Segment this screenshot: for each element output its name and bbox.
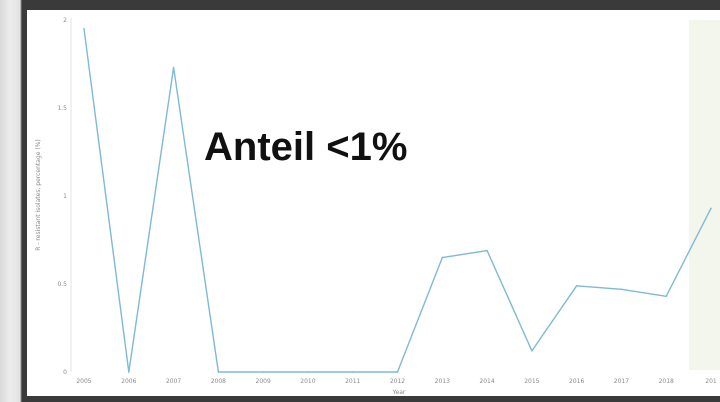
x-tick-label: 201 bbox=[705, 378, 717, 385]
overlay-annotation: Anteil <1% bbox=[204, 125, 407, 169]
data-point bbox=[575, 284, 578, 287]
x-tick-label: 2007 bbox=[166, 378, 181, 385]
series-points bbox=[83, 28, 712, 373]
data-point bbox=[83, 28, 85, 30]
data-point bbox=[307, 371, 309, 373]
data-point bbox=[217, 371, 220, 373]
data-point bbox=[127, 371, 130, 373]
data-point bbox=[665, 295, 668, 298]
data-point bbox=[351, 371, 354, 373]
x-tick-label: 2014 bbox=[479, 378, 494, 385]
x-tick-label: 2005 bbox=[76, 378, 91, 385]
highlight-region bbox=[689, 20, 720, 370]
data-point bbox=[441, 256, 444, 259]
data-point bbox=[620, 288, 623, 291]
x-tick-label: 2018 bbox=[659, 378, 674, 385]
chart-panel: 0 0.5 1 1.5 2 2005 2006 2007 2008 2009 2010 2011 20… bbox=[27, 10, 720, 396]
y-tick-label: 1 bbox=[63, 193, 67, 200]
x-tick-label: 2017 bbox=[614, 378, 629, 385]
x-ticks: 2005 2006 2007 2008 2009 2010 2011 2012 2013 2014… bbox=[76, 378, 717, 385]
data-point bbox=[396, 371, 399, 373]
x-tick-label: 2016 bbox=[569, 378, 584, 385]
x-tick-label: 2010 bbox=[300, 378, 315, 385]
x-tick-label: 2012 bbox=[390, 378, 405, 385]
data-point bbox=[710, 207, 712, 210]
y-tick-label: 0.5 bbox=[57, 281, 67, 288]
y-tick-label: 2 bbox=[63, 17, 67, 24]
x-tick-label: 2015 bbox=[524, 378, 539, 385]
series-line bbox=[83, 28, 712, 373]
x-tick-label: 2013 bbox=[435, 378, 450, 385]
x-tick-label: 2011 bbox=[345, 378, 360, 385]
x-tick-label: 2009 bbox=[256, 378, 271, 385]
line-chart: 00.511.52 2005 2006 2007 2008 2009 2010 2011 20… bbox=[35, 17, 720, 396]
y-tick-label: 0 bbox=[63, 369, 67, 376]
data-point bbox=[172, 66, 175, 69]
y-ticks: 0 0.5 1 1.5 2 bbox=[57, 17, 67, 376]
data-point bbox=[531, 350, 533, 352]
data-point bbox=[262, 371, 264, 373]
data-point bbox=[486, 249, 488, 252]
x-tick-label: 2008 bbox=[211, 378, 226, 385]
y-tick-label: 1.5 bbox=[57, 105, 67, 112]
y-axis-label: R - resistant isolates, percentage (%) bbox=[35, 139, 42, 250]
x-tick-label: 2006 bbox=[121, 378, 136, 385]
x-axis-label: Year bbox=[392, 389, 406, 396]
